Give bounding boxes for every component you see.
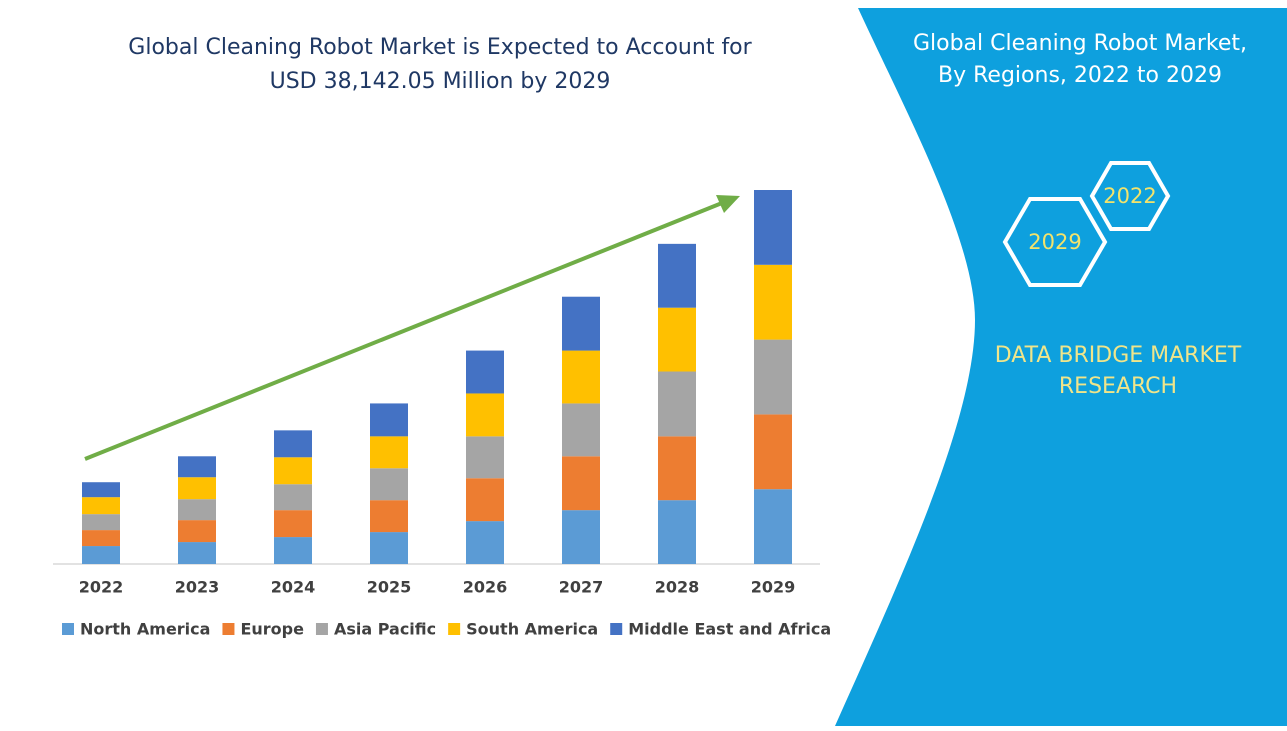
bar-segment [562, 510, 600, 564]
bar-segment [274, 457, 312, 485]
bar-segment [178, 520, 216, 543]
x-tick-label: 2028 [655, 578, 700, 597]
bar-segment [754, 190, 792, 265]
legend-label: South America [466, 620, 598, 639]
x-tick-label: 2024 [271, 578, 316, 597]
bar-segment [466, 478, 504, 522]
x-tick-label: 2025 [367, 578, 412, 597]
legend-swatch [62, 623, 74, 635]
bar-segment [82, 546, 120, 564]
bar-segment [82, 514, 120, 531]
bar-segment [274, 484, 312, 511]
bar-segment [658, 307, 696, 372]
legend-swatch [222, 623, 235, 635]
bar-segment [82, 497, 120, 515]
legend-swatch [315, 623, 328, 635]
x-tick-label: 2022 [79, 578, 124, 597]
bar-segment [754, 339, 792, 415]
bar-segment [274, 510, 312, 538]
bar-segment [370, 532, 408, 564]
brand: DATA BRIDGE MARKET [995, 343, 1242, 368]
hexagon [1089, 161, 1171, 231]
chart-title: Global Cleaning Robot Market is Expected… [128, 35, 752, 60]
bar-segment [562, 296, 600, 351]
bar-segment [658, 243, 696, 308]
bar-segment [82, 530, 120, 547]
x-tick-label: 2029 [751, 578, 796, 597]
hexagon-label: 2029 [1028, 230, 1081, 254]
trend-arrow [84, 195, 740, 461]
bar-segment [754, 264, 792, 340]
bar-segment [658, 371, 696, 437]
bar-segment [178, 477, 216, 500]
bar-segment [466, 393, 504, 437]
side-panel [835, 8, 1287, 726]
legend-label: Middle East and Africa [628, 620, 831, 639]
panel-title: By Regions, 2022 to 2029 [938, 63, 1222, 88]
bar-segment [370, 500, 408, 533]
bar-segment [370, 403, 408, 437]
bar-segment [178, 456, 216, 478]
bar-segment [562, 456, 600, 511]
bar-segment [178, 542, 216, 564]
bar-segment [658, 500, 696, 564]
bar-segment [466, 521, 504, 564]
bar-segment [274, 537, 312, 564]
bar-segment [562, 403, 600, 457]
bar-segment [562, 350, 600, 404]
brand: RESEARCH [1059, 374, 1177, 399]
bar-segment [370, 436, 408, 469]
x-tick-label: 2023 [175, 578, 220, 597]
bar-segment [82, 482, 120, 498]
legend-label: Europe [240, 620, 304, 639]
legend-label: North America [80, 620, 210, 639]
bar-segment [754, 489, 792, 564]
chart-title: USD 38,142.05 Million by 2029 [270, 69, 611, 94]
bar-segment [178, 499, 216, 521]
x-tick-label: 2027 [559, 578, 604, 597]
bar-segment [274, 430, 312, 458]
legend-label: Asia Pacific [334, 620, 436, 639]
bar-segment [370, 468, 408, 501]
bar-segment [658, 436, 696, 501]
hexagon-label: 2022 [1103, 184, 1156, 208]
bar-segment [466, 436, 504, 479]
legend-swatch [448, 623, 461, 635]
bar-segment [466, 350, 504, 394]
hexagon [1002, 197, 1108, 287]
x-tick-label: 2026 [463, 578, 508, 597]
legend-swatch [610, 623, 623, 635]
bar-segment [754, 414, 792, 490]
panel-title: Global Cleaning Robot Market, [913, 31, 1247, 56]
